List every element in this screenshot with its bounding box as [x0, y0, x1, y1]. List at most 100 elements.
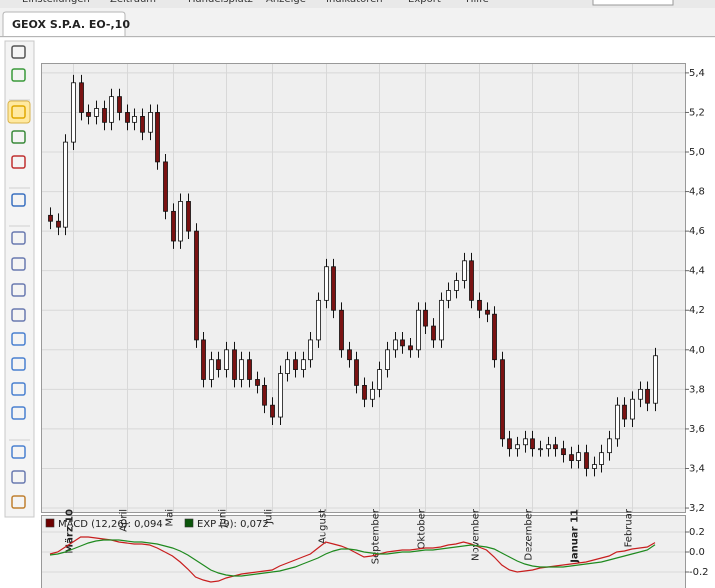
tool-icon[interactable]: [11, 357, 26, 371]
y-tick-label: 3,6: [689, 424, 705, 435]
candle-body: [132, 116, 137, 123]
candle-body: [576, 452, 581, 461]
tool-icon[interactable]: [11, 445, 26, 459]
candle-body: [400, 339, 405, 347]
candle-body: [645, 388, 650, 404]
candle-body: [201, 339, 206, 380]
candle-body: [194, 230, 199, 341]
candle-body: [362, 385, 367, 400]
y-tick-label: 4,4: [689, 266, 705, 277]
candle-body: [125, 112, 130, 123]
menu-item[interactable]: Einstellungen: [22, 0, 90, 5]
candle-body: [301, 359, 306, 370]
menu-item[interactable]: Anzeige: [266, 0, 306, 5]
candle-body: [56, 220, 61, 228]
candle-body: [462, 260, 467, 281]
candle-body: [477, 299, 482, 311]
candle-body: [546, 444, 551, 450]
y-tick-label: 5,4: [689, 68, 705, 79]
candle-body: [561, 448, 566, 456]
candle-body: [607, 438, 612, 454]
y-tick-label: 3,4: [689, 463, 705, 474]
tool-icon[interactable]: [11, 231, 26, 245]
candle-body: [216, 359, 221, 370]
tool-icon[interactable]: [11, 332, 26, 346]
candle-body: [339, 309, 344, 351]
menu-item[interactable]: Indikatoren: [326, 0, 383, 5]
tool-icon[interactable]: [11, 45, 26, 59]
candle-body: [385, 349, 390, 370]
tool-icon[interactable]: [11, 495, 26, 509]
tool-icon[interactable]: [11, 308, 26, 322]
y-tick-label: -0.2: [689, 567, 709, 578]
candle-body: [293, 359, 298, 370]
y-tick-label: 5,0: [689, 147, 705, 158]
x-tick-label: Mai: [165, 509, 176, 527]
tool-icon[interactable]: [11, 257, 26, 271]
candle-body: [163, 161, 168, 212]
search-input[interactable]: [592, 0, 674, 6]
tool-icon[interactable]: [11, 68, 26, 82]
tab-title[interactable]: GEOX S.P.A. EO-,10: [12, 18, 130, 31]
candle-body: [492, 313, 497, 361]
candle-body: [232, 349, 237, 380]
candle-body: [178, 201, 183, 242]
tool-icon[interactable]: [11, 155, 26, 169]
candle-body: [638, 388, 643, 400]
legend-label: MACD (12,26): 0,094: [58, 519, 163, 530]
tab-shape[interactable]: [2, 11, 126, 36]
tool-icon[interactable]: [11, 130, 26, 144]
x-tick-label: August: [318, 509, 329, 544]
tool-icon[interactable]: [11, 470, 26, 484]
candle-body: [393, 339, 398, 351]
menu-item[interactable]: Handelsplatz: [188, 0, 253, 5]
legend-label: EXP (9): 0,072: [197, 519, 269, 530]
candle-body: [117, 96, 122, 113]
tool-icon[interactable]: [11, 105, 26, 119]
tool-icon[interactable]: [11, 193, 26, 207]
candle-body: [71, 82, 76, 143]
candle-body: [140, 116, 145, 133]
y-tick-label: 3,8: [689, 384, 705, 395]
candle-body: [523, 438, 528, 446]
menu-item[interactable]: Zeitraum: [110, 0, 156, 5]
x-tick-label: Oktober: [417, 508, 428, 549]
candle-body: [431, 325, 436, 341]
x-tick-label: März 10: [65, 509, 76, 554]
candle-body: [423, 309, 428, 327]
x-tick-label: Februar: [624, 508, 635, 547]
candle-body: [224, 349, 229, 370]
legend-swatch: [184, 518, 194, 528]
candle-body: [370, 388, 375, 400]
candle-body: [584, 452, 589, 469]
candle-body: [270, 404, 275, 418]
candle-body: [599, 452, 604, 465]
candle-body: [653, 355, 658, 404]
menu-item[interactable]: Hilfe: [466, 0, 489, 5]
candle-body: [247, 359, 252, 380]
y-tick-label: 5,2: [689, 107, 705, 118]
candle-body: [262, 385, 267, 406]
candle-body: [515, 444, 520, 450]
tool-icon[interactable]: [11, 283, 26, 297]
x-tick-label: Dezember: [524, 508, 535, 560]
candle-body: [592, 464, 597, 469]
x-tick-label: Januar 11: [570, 509, 581, 564]
candle-body: [569, 454, 574, 461]
candle-body: [148, 112, 153, 133]
menu-item[interactable]: Export: [408, 0, 441, 5]
candle-body: [416, 309, 421, 351]
x-tick-label: November: [471, 508, 482, 561]
candle-body: [469, 260, 474, 301]
candle-body: [630, 398, 635, 420]
y-tick-label: 4,6: [689, 226, 705, 237]
candle-body: [454, 280, 459, 291]
tool-icon[interactable]: [11, 382, 26, 396]
candle-body: [79, 82, 84, 113]
candle-body: [239, 359, 244, 380]
tool-icon[interactable]: [11, 406, 26, 420]
menu-bar: [0, 0, 715, 8]
y-tick-label: 0.0: [689, 547, 705, 558]
